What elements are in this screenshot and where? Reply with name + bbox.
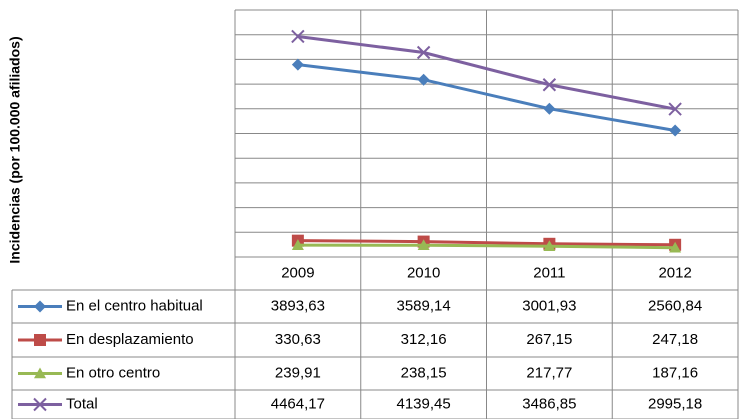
legend-marker bbox=[34, 300, 46, 313]
table-value: 3486,85 bbox=[522, 395, 576, 412]
legend-marker bbox=[34, 367, 46, 379]
table-value: 312,16 bbox=[401, 331, 447, 348]
table-value: 217,77 bbox=[526, 364, 572, 381]
marker bbox=[291, 58, 304, 71]
table-value: 267,15 bbox=[526, 331, 572, 348]
x-tick-label: 2010 bbox=[407, 264, 440, 281]
table-value: 4464,17 bbox=[271, 395, 325, 412]
marker bbox=[417, 239, 430, 251]
legend-label: En el centro habitual bbox=[66, 297, 203, 314]
y-axis-label: Incidencias (por 100.000 afiliados) bbox=[7, 36, 23, 263]
series-line bbox=[297, 34, 676, 111]
marker bbox=[291, 29, 305, 44]
marker bbox=[291, 239, 304, 250]
marker bbox=[668, 102, 682, 116]
table-value: 2995,18 bbox=[648, 395, 702, 412]
legend-marker bbox=[33, 397, 47, 412]
marker bbox=[543, 240, 556, 252]
marker bbox=[543, 102, 556, 115]
table-value: 330,63 bbox=[275, 331, 321, 348]
marker bbox=[542, 78, 557, 92]
marker bbox=[669, 241, 682, 253]
legend-label: En desplazamiento bbox=[66, 331, 194, 348]
table-value: 4139,45 bbox=[397, 395, 451, 412]
table-value: 3893,63 bbox=[271, 297, 325, 314]
table-value: 247,18 bbox=[652, 331, 698, 348]
table-value: 187,16 bbox=[652, 364, 698, 381]
table-value: 2560,84 bbox=[648, 297, 702, 314]
marker bbox=[669, 124, 682, 137]
series-line bbox=[297, 239, 676, 247]
table-value: 3589,14 bbox=[397, 297, 451, 314]
x-tick-label: 2009 bbox=[281, 264, 314, 281]
legend-label: Total bbox=[66, 395, 98, 412]
series-line bbox=[297, 243, 676, 250]
x-tick-label: 2012 bbox=[658, 264, 691, 281]
table-value: 239,91 bbox=[275, 364, 321, 381]
x-tick-label: 2011 bbox=[533, 264, 565, 281]
table-value: 3001,93 bbox=[522, 297, 576, 314]
table-value: 238,15 bbox=[401, 364, 447, 381]
legend-label: En otro centro bbox=[66, 364, 160, 381]
series-line bbox=[297, 63, 676, 132]
marker bbox=[416, 45, 431, 60]
marker bbox=[417, 73, 430, 86]
legend-marker bbox=[34, 334, 46, 346]
